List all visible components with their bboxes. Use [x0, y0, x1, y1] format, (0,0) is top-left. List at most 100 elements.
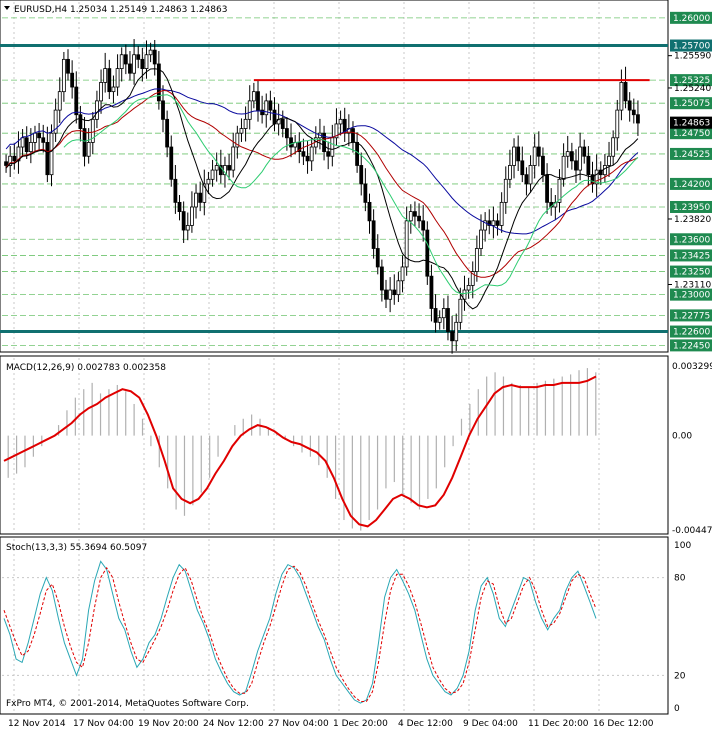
x-tick-label: 11 Dec 20:00 [528, 719, 589, 729]
candle-body [532, 146, 537, 166]
stoch-pane[interactable] [0, 536, 669, 715]
candle-body [41, 137, 46, 143]
candle-body [627, 100, 632, 111]
stoch-tick-label: 80 [674, 574, 686, 584]
price-tick-label: 1.25240 [674, 84, 711, 94]
candle-body [388, 289, 393, 300]
candle-body [602, 165, 607, 176]
candle-body [582, 146, 587, 157]
macd-tick-label: -0.004472 [672, 526, 712, 536]
x-tick-label: 27 Nov 04:00 [268, 719, 329, 729]
price-label-box [670, 147, 712, 160]
candle-body [214, 165, 219, 171]
candle-body [565, 151, 570, 157]
candle-body [284, 128, 289, 139]
candle-body [156, 63, 161, 102]
candle-body [8, 155, 13, 166]
price-label-box [670, 265, 712, 278]
candle-body [128, 63, 132, 74]
x-tick-label: 16 Dec 12:00 [593, 719, 654, 729]
candle-body [483, 220, 488, 231]
candle-body [450, 331, 454, 342]
candle-body [119, 54, 124, 69]
candle-body [173, 178, 178, 203]
candle-body [330, 137, 335, 157]
candle-body [90, 118, 95, 143]
moving-average-line [5, 68, 639, 310]
candle-body [198, 192, 203, 203]
candle-body [520, 160, 525, 176]
price-tick-label: 1.23950 [673, 203, 710, 213]
candle-body [57, 91, 62, 111]
price-tick-label: 1.25325 [673, 76, 710, 86]
price-label-box [670, 249, 712, 262]
candle-body [491, 220, 496, 226]
candle-body [466, 285, 471, 291]
candle-body [140, 58, 145, 69]
candle-body [82, 128, 87, 157]
stoch-signal-line [3, 565, 597, 702]
candle-body [161, 100, 165, 120]
price-label-box [670, 325, 712, 338]
candle-body [590, 174, 595, 185]
macd-pane[interactable] [0, 355, 669, 535]
macd-title: MACD(12,26,9) 0.002783 0.002358 [6, 363, 166, 373]
candle-body [136, 54, 141, 60]
candle-body [247, 100, 252, 120]
candle-body [495, 220, 500, 226]
symbol-dropdown-icon[interactable] [4, 6, 10, 10]
candle-body [425, 229, 430, 277]
price-tick-label: 1.22450 [673, 341, 710, 351]
candle-body [594, 169, 599, 185]
price-tick-label: 1.24750 [673, 129, 710, 139]
price-tick-label: 1.23110 [674, 280, 711, 290]
stoch-main-line [3, 560, 597, 704]
level-label: 1.25700 [673, 42, 710, 52]
candle-body [243, 118, 248, 129]
candle-body [578, 146, 583, 171]
candle-body [437, 317, 442, 323]
candle-body [367, 201, 372, 222]
candle-body [371, 220, 376, 249]
candle-body [177, 201, 182, 213]
candle-body [74, 86, 79, 116]
price-tick-label: 1.23425 [673, 251, 710, 261]
candle-body [338, 118, 343, 125]
candle-body [474, 248, 479, 272]
candle-body [384, 289, 388, 300]
price-label-box [670, 200, 712, 213]
candle-body [280, 118, 285, 129]
candle-body [53, 109, 58, 134]
price-pane[interactable] [0, 0, 669, 353]
candle-body [433, 308, 438, 323]
candle-body [574, 160, 578, 171]
price-tick-label: 1.23600 [673, 235, 710, 245]
candle-body [524, 174, 529, 185]
x-tick-label: 17 Nov 04:00 [73, 719, 134, 729]
candle-body [309, 146, 314, 162]
candle-body [194, 192, 198, 208]
candle-body [33, 132, 37, 143]
candle-body [561, 155, 566, 180]
candle-body [239, 128, 244, 134]
price-tick-label: 1.23250 [673, 268, 710, 278]
candle-body [454, 321, 459, 342]
candle-body [260, 109, 265, 116]
candle-body [404, 220, 409, 268]
macd-signal-line [3, 375, 597, 528]
candle-body [37, 132, 42, 139]
candle-body [441, 308, 446, 319]
macd-tick-label: 0.003299 [672, 362, 712, 372]
candle-body [379, 266, 384, 291]
candle-body [359, 165, 364, 185]
stoch-tick-label: 20 [674, 671, 686, 681]
candle-body [165, 118, 170, 148]
candle-body [169, 146, 174, 180]
candle-body [417, 215, 421, 222]
candle-body [508, 165, 512, 180]
candle-body [107, 68, 112, 93]
price-label-box [670, 127, 712, 140]
x-tick-label: 12 Nov 2014 [8, 719, 66, 729]
stoch-tick-label: 100 [674, 541, 691, 551]
